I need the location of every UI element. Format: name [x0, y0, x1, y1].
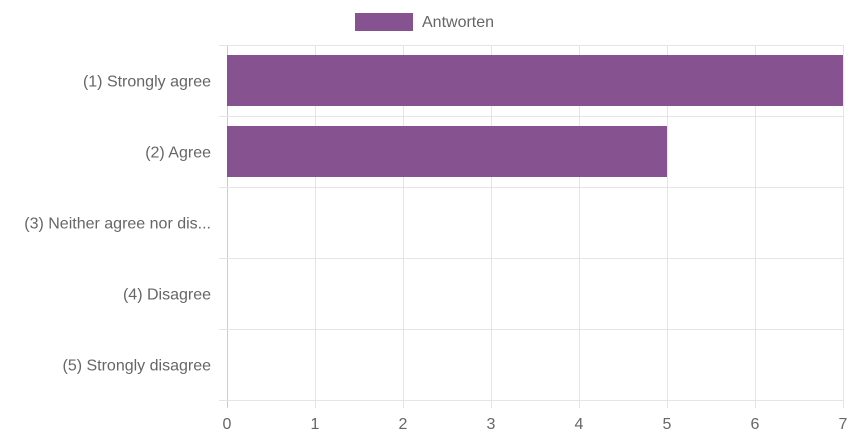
legend[interactable]: Antworten [355, 13, 494, 31]
legend-swatch[interactable] [355, 13, 413, 31]
x-tick-label: 2 [399, 416, 408, 433]
bar [227, 126, 667, 177]
y-tick-label: (3) Neither agree nor dis... [24, 216, 211, 233]
legend-label[interactable]: Antworten [422, 14, 494, 31]
x-tick-label: 4 [575, 416, 584, 433]
bar [227, 55, 843, 106]
axis-labels: 0 1 2 3 4 5 6 7 (1) Strongly agree (2) Agree (3) N… [24, 74, 847, 434]
bars [227, 55, 843, 177]
y-tick-label: (2) Agree [145, 145, 211, 162]
x-tick-label: 5 [663, 416, 672, 433]
x-tick-label: 0 [223, 416, 232, 433]
y-tick-label: (4) Disagree [123, 287, 211, 304]
x-tick-label: 6 [751, 416, 760, 433]
x-tick-label: 3 [487, 416, 496, 433]
x-tick-label: 7 [839, 416, 848, 433]
y-tick-label: (5) Strongly disagree [62, 358, 211, 375]
x-tick-label: 1 [311, 416, 320, 433]
y-tick-label: (1) Strongly agree [83, 74, 211, 91]
